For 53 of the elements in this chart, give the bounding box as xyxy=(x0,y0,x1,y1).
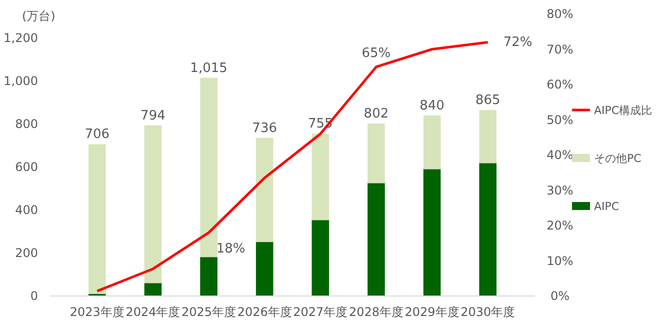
y2-tick-label: 20% xyxy=(546,218,574,232)
total-label: 1,015 xyxy=(190,60,228,76)
total-label: 794 xyxy=(140,108,166,124)
x-tick-label: 2029年度 xyxy=(404,305,460,319)
y-tick-label: 400 xyxy=(15,203,38,217)
total-label: 802 xyxy=(364,106,389,122)
bar xyxy=(200,78,218,258)
x-tick-label: 2025年度 xyxy=(182,305,236,319)
total-label: 840 xyxy=(420,98,444,114)
bar xyxy=(479,163,496,296)
y2-tick-label: 30% xyxy=(546,183,574,198)
bar xyxy=(423,115,441,170)
x-tick-label: 2023年度 xyxy=(70,305,124,319)
y2-tick-label: 0% xyxy=(550,289,570,303)
data-label: 72% xyxy=(503,35,532,50)
y2-tick-label: 10% xyxy=(546,254,574,268)
bar xyxy=(368,183,385,296)
y2-tick-label: 80% xyxy=(546,7,574,21)
bar xyxy=(479,110,496,164)
total-label: 736 xyxy=(252,120,278,136)
legend-label: AIPC xyxy=(594,200,620,213)
x-tick-label: 2026年度 xyxy=(237,305,292,319)
bar xyxy=(312,134,330,220)
total-label: 706 xyxy=(84,127,110,142)
x-tick-label: 2024年度 xyxy=(126,305,180,319)
legend-label: AIPC構成比 xyxy=(594,104,652,117)
bar xyxy=(368,124,385,184)
x-tick-label: 2030年度 xyxy=(460,305,516,319)
y-tick-label: 200 xyxy=(15,246,38,260)
y-tick-label: 800 xyxy=(15,117,38,131)
bar xyxy=(256,138,274,242)
y2-tick-label: 40% xyxy=(546,148,574,162)
data-label: 65% xyxy=(362,46,391,61)
bar xyxy=(144,283,162,296)
y-tick-label: 600 xyxy=(15,160,38,174)
y2-tick-label: 70% xyxy=(546,42,574,56)
total-label: 865 xyxy=(475,93,500,108)
y-tick-label: 0 xyxy=(30,289,38,303)
y2-tick-label: 60% xyxy=(546,78,574,92)
legend-label: その他PC xyxy=(594,152,642,165)
x-tick-label: 2027年度 xyxy=(293,305,348,319)
bar xyxy=(200,257,218,296)
bar xyxy=(423,169,441,296)
y-axis-title: (万台) xyxy=(22,9,56,23)
y2-tick-label: 50% xyxy=(546,112,574,127)
bar xyxy=(144,125,162,284)
bar xyxy=(256,242,274,296)
y-tick-label: 1,200 xyxy=(4,31,38,45)
bar xyxy=(88,144,106,294)
data-label: 18% xyxy=(216,242,246,257)
bar xyxy=(312,220,330,296)
y-tick-label: 1,000 xyxy=(4,74,38,88)
x-tick-label: 2028年度 xyxy=(348,305,404,319)
